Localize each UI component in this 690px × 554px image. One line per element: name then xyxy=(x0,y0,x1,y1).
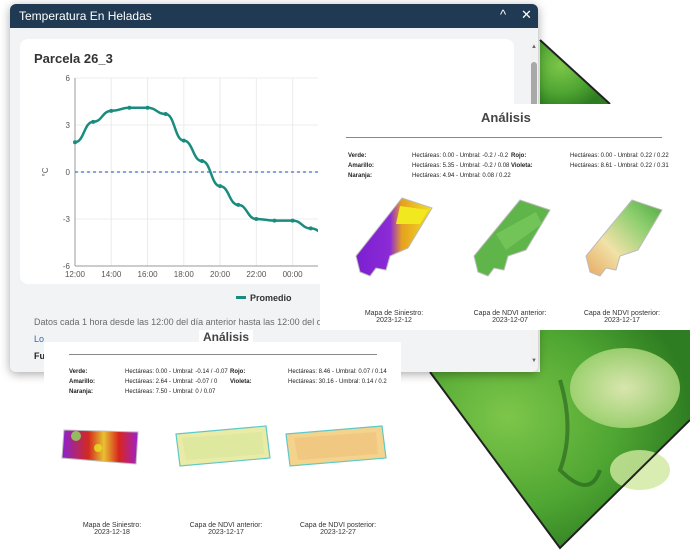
data-point xyxy=(91,119,96,124)
legend-label-amarillo: Amarillo: xyxy=(348,163,375,169)
legend-label-violeta: Violeta: xyxy=(230,379,252,385)
caption-ndvi-before: Capa de NDVI anterior: 2023-12-17 xyxy=(189,522,263,536)
x-tick-label: 00:00 xyxy=(283,270,304,279)
legend-label-violeta: Violeta: xyxy=(511,163,533,169)
damage-map-image xyxy=(61,429,139,465)
legend-label-rojo: Rojo: xyxy=(511,153,527,159)
data-point xyxy=(109,108,114,113)
plot-title: Parcela 26_3 xyxy=(34,51,113,66)
legend-label-verde: Verde: xyxy=(348,153,367,159)
data-point xyxy=(145,105,150,110)
scroll-up-icon[interactable]: ▲ xyxy=(531,44,537,50)
data-point xyxy=(127,105,132,110)
legend-value-rojo: Hectáreas: 0.00 - Umbral: 0.22 / 0.22 xyxy=(570,153,669,159)
legend-label-rojo: Rojo: xyxy=(230,369,246,375)
legend-swatch-promedio xyxy=(236,296,246,299)
legend-value-amarillo: Hectáreas: 5.35 - Umbral: -0.2 / 0.08 xyxy=(412,163,510,169)
damage-map-image xyxy=(355,197,433,277)
report-divider xyxy=(346,137,662,138)
report-divider xyxy=(69,354,377,355)
x-tick-label: 16:00 xyxy=(138,270,159,279)
legend-value-violeta: Hectáreas: 8.61 - Umbral: 0.22 / 0.31 xyxy=(570,163,669,169)
source-label: Fu xyxy=(34,351,45,361)
info-link[interactable]: Lo xyxy=(34,334,45,344)
analysis-report-top: Análisis Verde: Hectáreas: 0.00 - Umbral… xyxy=(320,104,690,330)
data-footnote: Datos cada 1 hora desde las 12:00 del dí… xyxy=(34,317,337,327)
report-title: Análisis xyxy=(481,110,531,125)
x-tick-label: 18:00 xyxy=(174,270,195,279)
analysis-report-bottom: Análisis Verde: Hectáreas: 0.00 - Umbral… xyxy=(44,330,401,542)
caption-ndvi-after: Capa de NDVI posterior: 2023-12-27 xyxy=(299,522,377,536)
caption-damage-map: Mapa de Siniestro: 2023-12-12 xyxy=(364,310,424,324)
caption-damage-map: Mapa de Siniestro: 2023-12-18 xyxy=(82,522,142,536)
x-tick-label: 22:00 xyxy=(246,270,267,279)
legend-value-violeta: Hectáreas: 30.16 - Umbral: 0.14 / 0.2 xyxy=(288,379,387,385)
legend-value-verde: Hectáreas: 0.00 - Umbral: -0.2 / -0.2 xyxy=(412,153,509,159)
legend-value-naranja: Hectáreas: 7.50 - Umbral: 0 / 0.07 xyxy=(125,389,216,395)
legend-value-verde: Hectáreas: 0.00 - Umbral: -0.14 / -0.07 xyxy=(125,369,228,375)
ndvi-after-image xyxy=(285,425,387,467)
legend-label-promedio: Promedio xyxy=(250,293,292,303)
data-point xyxy=(290,218,295,223)
caption-ndvi-before: Capa de NDVI anterior: 2023-12-07 xyxy=(473,310,547,324)
data-point xyxy=(73,140,77,145)
scroll-down-icon[interactable]: ▼ xyxy=(531,358,537,364)
caption-ndvi-after: Capa de NDVI posterior: 2023-12-17 xyxy=(583,310,661,324)
data-point xyxy=(218,184,223,189)
legend-label-naranja: Naranja: xyxy=(69,389,94,395)
report-title: Análisis xyxy=(199,330,254,344)
legend-value-naranja: Hectáreas: 4.94 - Umbral: 0.08 / 0.22 xyxy=(412,173,511,179)
legend-label-amarillo: Amarillo: xyxy=(69,379,96,385)
x-tick-label: 20:00 xyxy=(210,270,231,279)
window-title: Temperatura En Heladas xyxy=(19,9,152,23)
x-tick-label: 14:00 xyxy=(101,270,122,279)
data-point xyxy=(308,226,313,231)
y-tick-label: -3 xyxy=(63,215,71,224)
data-point xyxy=(181,138,186,143)
y-tick-label: -6 xyxy=(63,262,71,271)
data-point xyxy=(272,218,277,223)
y-tick-label: 0 xyxy=(66,168,71,177)
window-titlebar: Temperatura En Heladas ^ ✕ xyxy=(10,4,538,28)
legend-label-naranja: Naranja: xyxy=(348,173,373,179)
legend-label-verde: Verde: xyxy=(69,369,88,375)
y-tick-label: 3 xyxy=(66,121,71,130)
legend-value-amarillo: Hectáreas: 2.64 - Umbral: -0.07 / 0 xyxy=(125,379,218,385)
scrollbar-thumb[interactable] xyxy=(531,62,537,112)
y-tick-label: 6 xyxy=(66,74,71,83)
data-point xyxy=(163,112,168,117)
collapse-icon[interactable]: ^ xyxy=(500,7,507,22)
ndvi-before-image xyxy=(473,199,551,277)
ndvi-before-image xyxy=(175,425,271,467)
data-point xyxy=(254,217,259,221)
data-point xyxy=(236,202,241,207)
x-tick-label: 12:00 xyxy=(65,270,86,279)
close-icon[interactable]: ✕ xyxy=(521,7,532,22)
legend-value-rojo: Hectáreas: 8.46 - Umbral: 0.07 / 0.14 xyxy=(288,369,387,375)
y-axis-label: °C xyxy=(41,167,50,176)
data-point xyxy=(199,159,204,164)
ndvi-after-image xyxy=(585,199,663,277)
